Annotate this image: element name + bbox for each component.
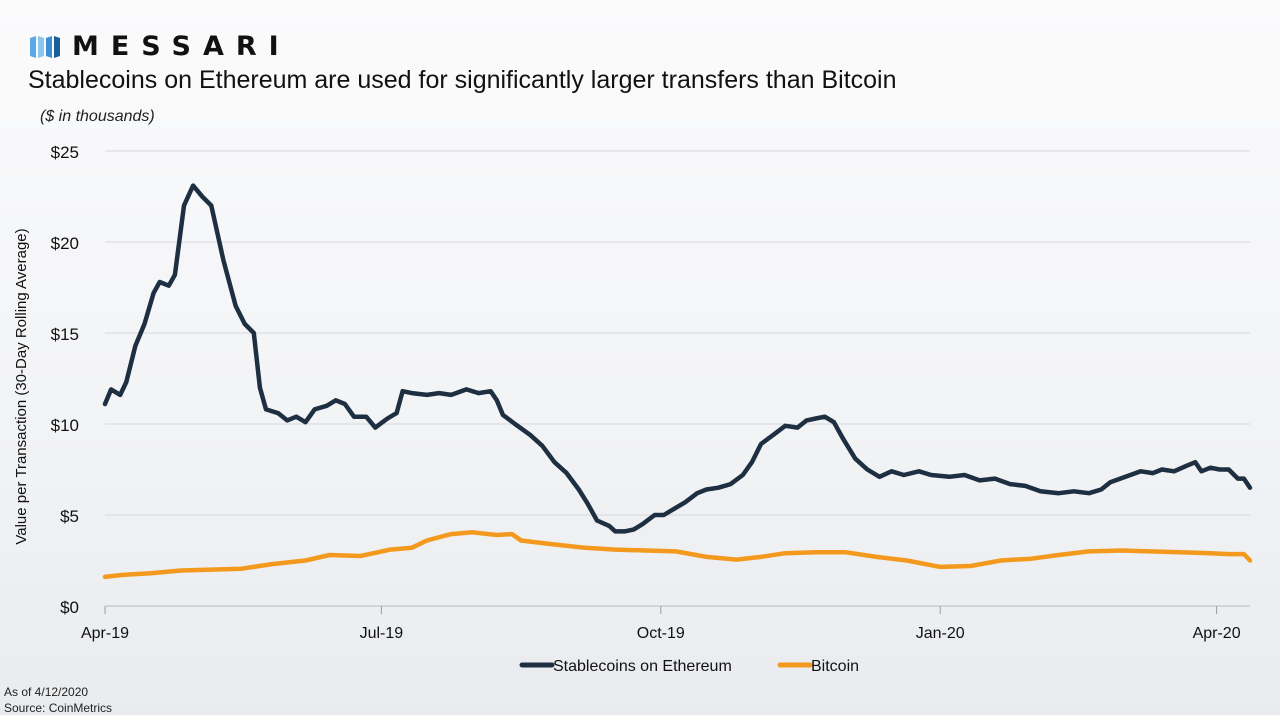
brand-name: MESSARI	[72, 30, 291, 62]
y-tick-label: $15	[51, 325, 79, 344]
series-line-bitcoin	[102, 530, 1253, 580]
y-axis-title: Value per Transaction (30-Day Rolling Av…	[13, 228, 30, 544]
y-tick-label: $20	[51, 234, 79, 253]
brand-logo: MESSARI	[30, 30, 291, 62]
legend-label: Bitcoin	[811, 658, 859, 675]
messari-bars-icon	[30, 36, 60, 58]
x-tick-label: Apr-19	[81, 625, 129, 642]
y-tick-label: $5	[60, 507, 79, 526]
as-of-note: As of 4/12/2020	[4, 685, 89, 699]
x-tick-label: Apr-20	[1193, 625, 1241, 642]
chart-subtitle: ($ in thousands)	[40, 108, 155, 125]
x-tick-label: Oct-19	[637, 625, 685, 642]
series-line-stablecoins-on-ethereum	[102, 183, 1253, 534]
footnote: As of 4/12/2020 Source: CoinMetrics	[4, 684, 112, 716]
legend-label: Stablecoins on Ethereum	[553, 658, 732, 675]
y-tick-label: $0	[60, 598, 79, 617]
x-tick-label: Jan-20	[916, 625, 965, 642]
x-tick-label: Jul-19	[360, 625, 404, 642]
source-note: Source: CoinMetrics	[4, 701, 113, 715]
y-tick-label: $10	[51, 416, 79, 435]
y-tick-label: $25	[51, 143, 79, 162]
chart-title: Stablecoins on Ethereum are used for sig…	[28, 66, 897, 94]
